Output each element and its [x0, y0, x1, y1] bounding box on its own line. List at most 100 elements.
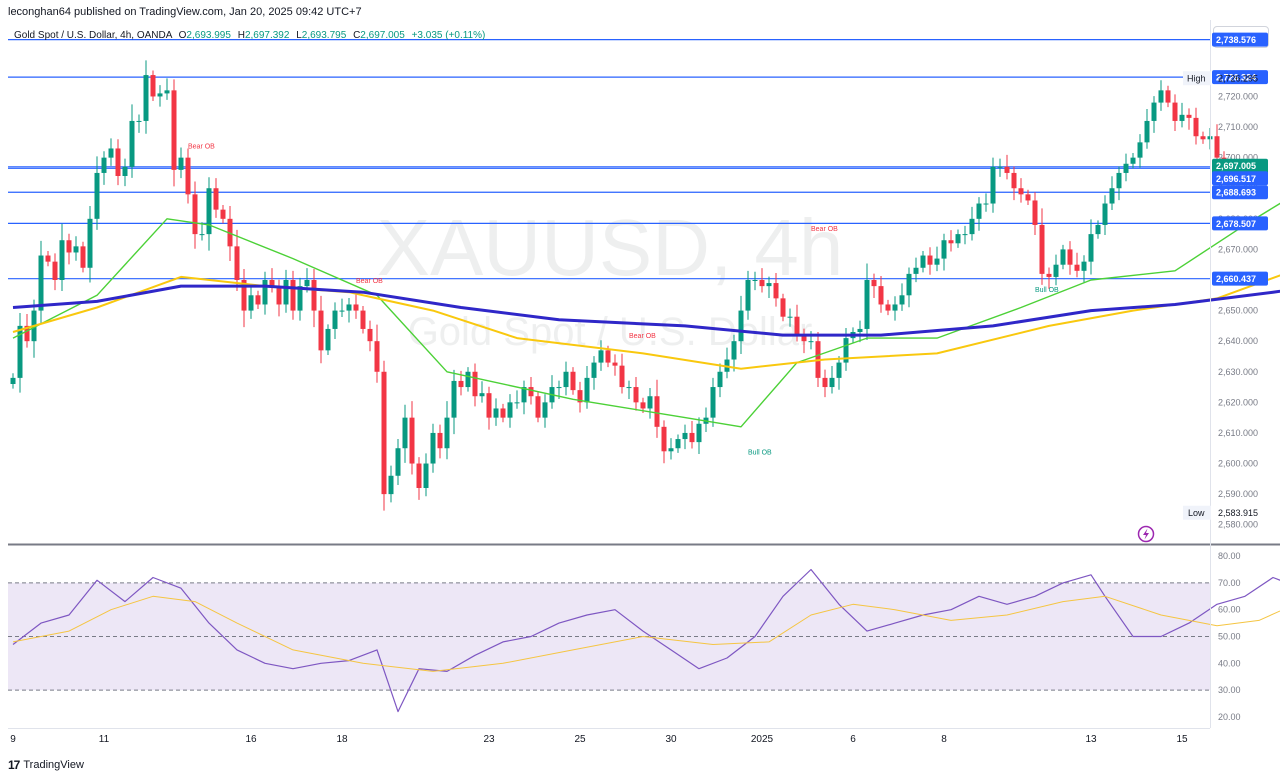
lightning-icon[interactable] [1137, 525, 1155, 543]
candle-body [437, 432, 443, 449]
tradingview-logo-icon: 17 [8, 758, 20, 772]
candle-body [927, 255, 933, 265]
candle-body [290, 280, 296, 311]
candle-body [675, 439, 681, 449]
time-tick-11: 15 [1176, 734, 1188, 745]
candle-body [59, 240, 65, 280]
candle-body [409, 417, 415, 464]
candle-body [24, 325, 30, 342]
candle-body [465, 371, 471, 388]
candle-body [1214, 136, 1220, 158]
candle-body [507, 402, 513, 418]
price-axis[interactable]: 2,580.000 2,590.000 2,600.000 2,610.000 2,62… [1218, 91, 1258, 529]
watermark-symbol: XAUUSD, 4h [377, 203, 844, 292]
candle-body [913, 267, 919, 274]
candle-body [983, 203, 989, 205]
candle-body [626, 387, 632, 389]
low-marker-label: Low [1188, 508, 1205, 518]
open-label: O [179, 30, 187, 41]
candle-body [213, 188, 219, 210]
price-tick-6: 2,640.000 [1218, 336, 1258, 346]
level-tag-text-1: 2,726.324 [1216, 73, 1256, 83]
rsi-axis[interactable]: 80.00 70.00 60.00 50.00 40.00 30.00 20.00 [1218, 551, 1241, 722]
candle-body [1053, 264, 1059, 277]
level-tag-1 [1212, 70, 1268, 85]
candle-body [689, 432, 695, 443]
candle-body [185, 157, 191, 195]
candle-body [444, 417, 450, 449]
candle-body [822, 377, 828, 388]
candle-body [976, 203, 982, 219]
candle-body [206, 188, 212, 235]
candle-body [920, 255, 926, 268]
last-price-value: 2,697.005 [1216, 161, 1256, 171]
candle-body [668, 448, 674, 452]
low-label: L [296, 30, 302, 41]
candle-body [906, 273, 912, 296]
candle-body [276, 286, 282, 305]
candle-body [1151, 102, 1157, 121]
time-axis[interactable]: 91116182325302025681315202 [10, 734, 1280, 745]
candle-body [1011, 172, 1017, 189]
candle-body [234, 246, 240, 280]
candle-body [262, 280, 268, 305]
candle-body [1081, 261, 1087, 271]
level-tag-3 [1212, 171, 1268, 186]
candle-body [94, 172, 100, 219]
candle-body [122, 166, 128, 176]
candle-body [45, 255, 51, 262]
price-tick-3: 2,610.000 [1218, 428, 1258, 438]
candle-body [52, 261, 58, 280]
candle-body [801, 335, 807, 342]
candle-body [332, 310, 338, 329]
candle-body [892, 304, 898, 311]
annotation-4: Bear OB [811, 226, 838, 233]
price-tick-4: 2,620.000 [1218, 397, 1258, 407]
candle-body [451, 380, 457, 418]
candle-body [556, 387, 562, 389]
candle-body [780, 298, 786, 317]
candle-body [360, 310, 366, 329]
level-tag-4 [1212, 185, 1268, 200]
candle-body [1165, 90, 1171, 103]
candle-body [1039, 224, 1045, 274]
candle-body [1004, 166, 1010, 173]
rsi-tick-6: 20.00 [1218, 712, 1241, 722]
candle-body [171, 90, 177, 170]
price-tick-9: 2,670.000 [1218, 244, 1258, 254]
price-tick-1: 2,590.000 [1218, 489, 1258, 499]
candle-body [878, 286, 884, 305]
price-tick-7: 2,650.000 [1218, 306, 1258, 316]
candle-body [381, 371, 387, 495]
ohlc-legend: Gold Spot / U.S. Dollar, 4h, OANDA O2,69… [14, 30, 485, 41]
candle-body [479, 393, 485, 397]
candle-body [367, 328, 373, 342]
rsi-tick-1: 70.00 [1218, 578, 1241, 588]
series-rsi-ma [12, 595, 1280, 672]
time-tick-3: 18 [336, 734, 348, 745]
candle-body [1046, 273, 1052, 277]
rsi-tick-4: 40.00 [1218, 658, 1241, 668]
candle-body [563, 371, 569, 388]
candle-body [269, 280, 275, 287]
price-tick-13: 2,710.000 [1218, 122, 1258, 132]
candle-body [199, 234, 205, 236]
candle-body [1130, 157, 1136, 164]
tradingview-logo[interactable]: 17 TradingView [8, 758, 84, 772]
candle-body [1200, 136, 1206, 140]
series-ema-slow [12, 284, 1280, 337]
time-tick-8: 6 [850, 734, 856, 745]
price-tick-5: 2,630.000 [1218, 367, 1258, 377]
time-tick-0: 9 [10, 734, 16, 745]
level-tag-5 [1212, 216, 1268, 231]
candle-body [941, 240, 947, 259]
candle-body [871, 280, 877, 287]
candle-body [962, 234, 968, 236]
candle-body [997, 166, 1003, 168]
time-tick-1: 11 [99, 734, 110, 745]
candle-body [108, 148, 114, 158]
high-marker-value: 2,726.295 [1218, 74, 1258, 84]
candle-body [794, 316, 800, 336]
candle-body [647, 396, 653, 409]
